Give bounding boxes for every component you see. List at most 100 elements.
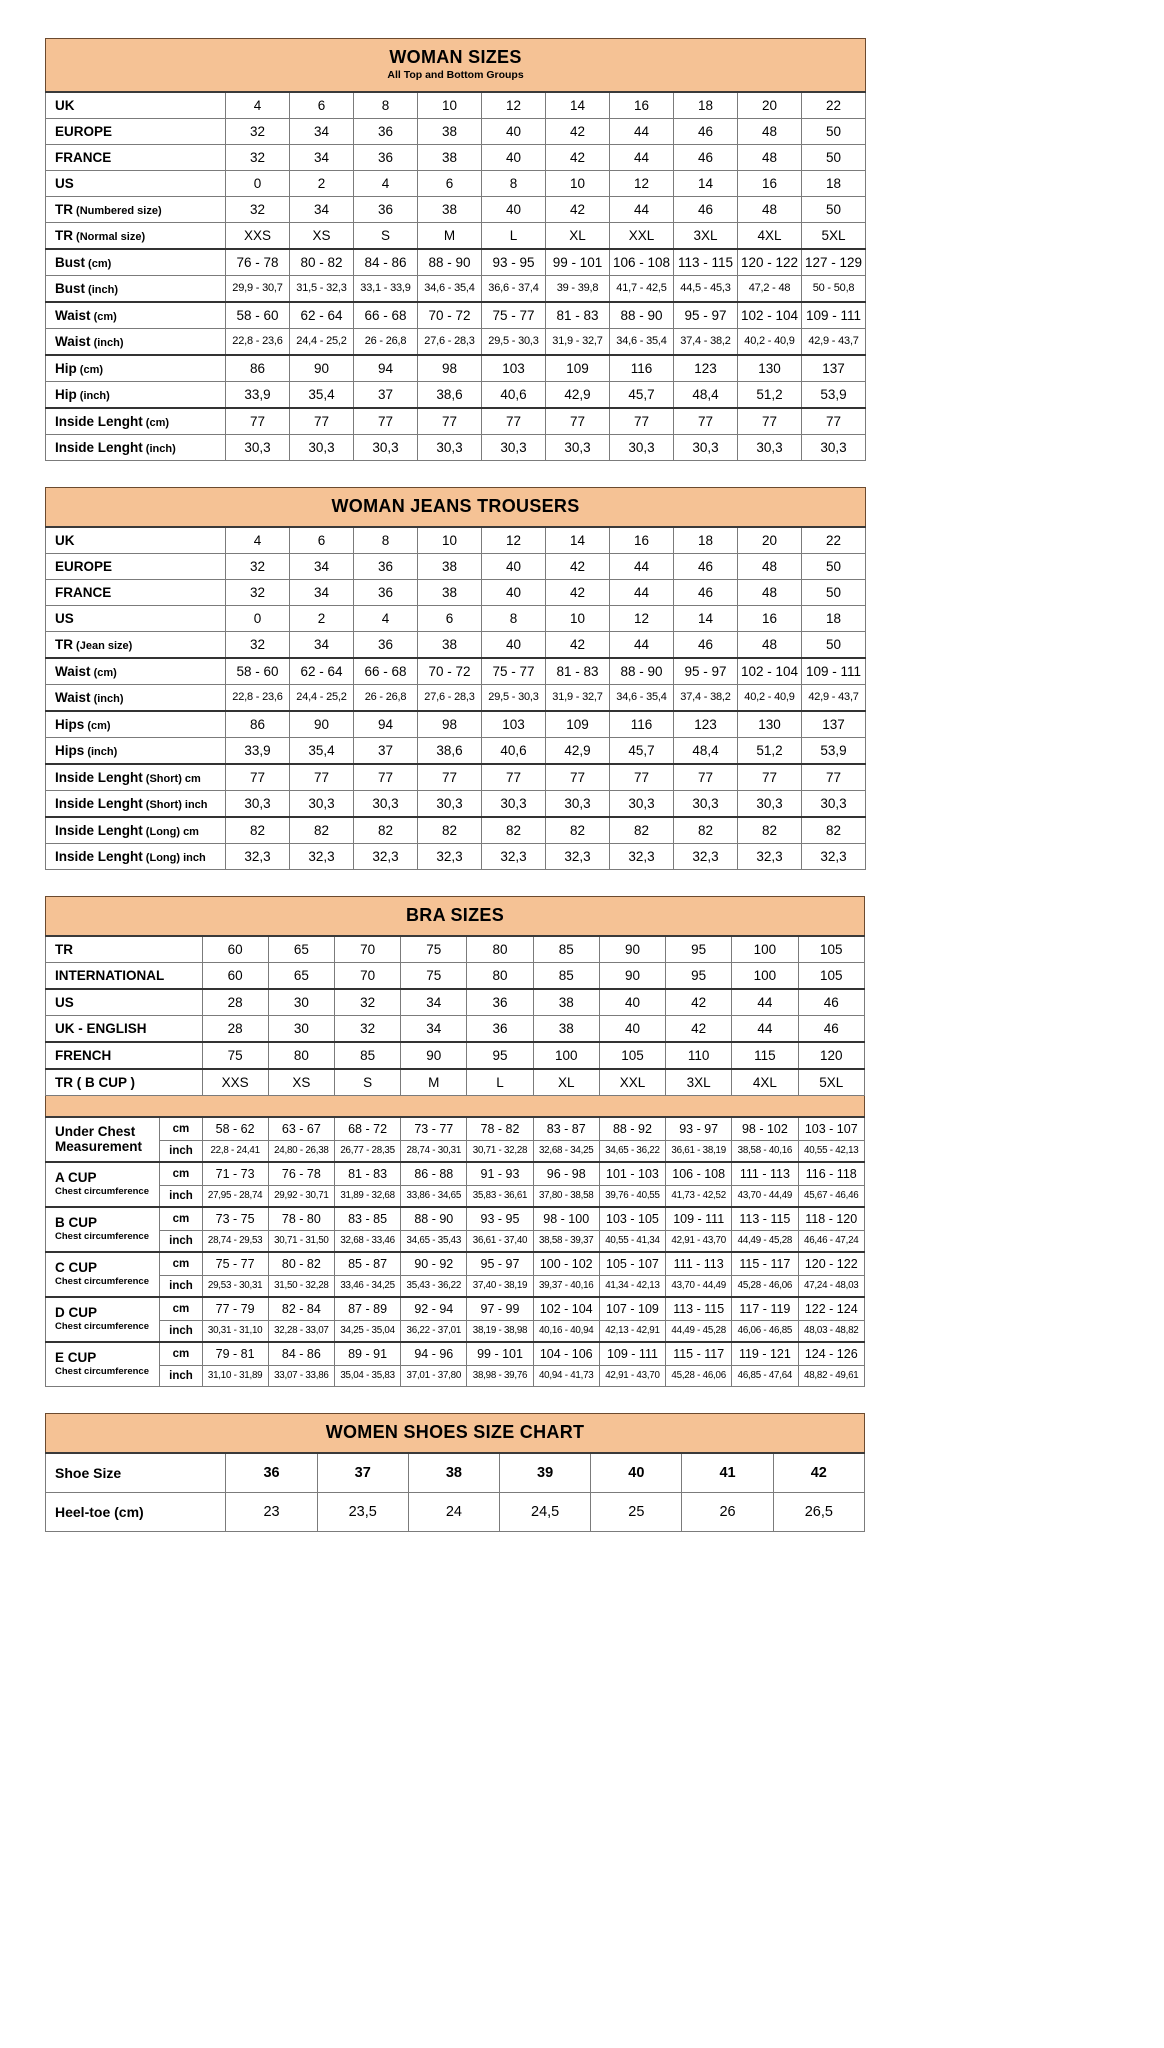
cell-value: 53,9: [800, 736, 867, 765]
cell-value: 77: [225, 406, 290, 435]
cell-value: 98: [417, 353, 482, 382]
cell-value: 30: [267, 1014, 335, 1043]
cell-value: 30,3: [481, 433, 546, 461]
cell-value: 99 - 101: [466, 1340, 534, 1366]
cell-value: 37,01 - 37,80: [400, 1364, 468, 1387]
cell-value: 77: [353, 406, 418, 435]
cell-value: 10: [545, 169, 610, 197]
cell-value: 4: [353, 169, 418, 197]
cell-value: 86: [225, 353, 290, 382]
row-label: Bust (inch): [45, 274, 226, 303]
cell-value: 45,28 - 46,06: [665, 1364, 733, 1387]
cell-value: 38,58 - 40,16: [731, 1139, 799, 1163]
row-label: Heel-toe (cm): [44, 1491, 227, 1532]
row-label: US: [45, 987, 203, 1016]
cell-value: 81 - 83: [545, 656, 610, 685]
cup-label: C CUP Chest circumference: [44, 1250, 161, 1298]
bra-sizes-banner: BRA SIZES: [45, 895, 865, 937]
table-row: INTERNATIONAL 60 65 70 75 80 85 90 95 100 105: [45, 961, 865, 990]
cell-value: 102 - 104: [737, 656, 802, 685]
cell-value: 30,3: [673, 789, 738, 818]
cell-value: 98 - 100: [532, 1205, 600, 1231]
cell-value: 103 - 105: [598, 1205, 667, 1231]
table-row: Bust (inch) 29,9 - 30,7 31,5 - 32,3 33,1 - …: [45, 274, 867, 303]
cell-value: 18: [800, 169, 867, 197]
cell-value: 85: [532, 934, 600, 963]
cell-value: 97 - 99: [466, 1295, 534, 1321]
cell-value: 34,65 - 35,43: [400, 1229, 468, 1253]
cell-value: 10: [417, 90, 482, 119]
row-label-note: (cm): [84, 719, 111, 732]
cell-value: 6: [417, 169, 482, 197]
cell-value: 104 - 106: [532, 1340, 600, 1366]
cell-value: 63 - 67: [267, 1115, 335, 1141]
row-label: Inside Lenght (Long) cm: [45, 815, 226, 844]
cell-value: 90: [289, 353, 354, 382]
cell-value: 27,6 - 28,3: [417, 683, 482, 712]
cell-value: 38,19 - 38,98: [466, 1319, 534, 1343]
cell-value: 77: [481, 406, 546, 435]
cell-value: 16: [609, 90, 674, 119]
row-label-note: (Normal size): [73, 230, 146, 243]
cell-value: 47,2 - 48: [737, 274, 802, 303]
cell-value: 93 - 97: [665, 1115, 733, 1141]
cell-value: 93 - 95: [466, 1205, 534, 1231]
cell-value: 90: [598, 961, 667, 990]
cell-value: 40,2 - 40,9: [737, 327, 802, 356]
cell-value: 107 - 109: [598, 1295, 667, 1321]
cell-value: 40: [598, 987, 667, 1016]
cell-value: 86 - 88: [400, 1160, 468, 1186]
cell-value: 32,68 - 33,46: [333, 1229, 402, 1253]
size-chart-page: WOMAN SIZES All Top and Bottom Groups UK…: [44, 37, 867, 1532]
cell-value: 94: [353, 353, 418, 382]
cell-value: 46: [673, 630, 738, 659]
cell-value: 50: [800, 552, 867, 580]
cell-value: 80: [466, 961, 534, 990]
cell-value: 80: [267, 1040, 335, 1070]
cell-value: 91 - 93: [466, 1160, 534, 1186]
cell-value: 4: [225, 525, 290, 554]
unit-cm: cm: [159, 1205, 203, 1231]
cell-value: 42,13 - 42,91: [598, 1319, 667, 1343]
cell-value: 31,50 - 32,28: [267, 1274, 335, 1298]
cell-value: 86: [225, 709, 290, 738]
cell-value: 46,06 - 46,85: [731, 1319, 799, 1343]
cell-value: 77: [417, 406, 482, 435]
cell-value: 30,3: [545, 789, 610, 818]
shoes-table: WOMEN SHOES SIZE CHART Shoe Size 36 37 38 39…: [44, 1412, 866, 1532]
cell-value: 77: [289, 406, 354, 435]
cell-value: 32,3: [417, 842, 482, 870]
cell-value: 60: [201, 961, 269, 990]
cell-value: 82 - 84: [267, 1295, 335, 1321]
cell-value: 29,92 - 30,71: [267, 1184, 335, 1208]
cell-value: 30,71 - 32,28: [466, 1139, 534, 1163]
cell-value: 48,82 - 49,61: [797, 1364, 865, 1387]
row-label-note: (inch): [85, 283, 118, 296]
cell-value: 24,4 - 25,2: [289, 327, 354, 356]
cell-value: 34: [289, 195, 354, 223]
cup-label: E CUP Chest circumference: [44, 1340, 161, 1387]
cell-value: 43,70 - 44,49: [731, 1184, 799, 1208]
cell-value: 41,7 - 42,5: [609, 274, 674, 303]
cell-value: 46: [673, 578, 738, 606]
cell-value: 35,4: [289, 736, 354, 765]
table-row: Inside Lenght (Long) inch 32,3 32,3 32,3 32,…: [45, 842, 867, 870]
row-label: Hip (cm): [45, 353, 226, 382]
cell-value: 36,6 - 37,4: [481, 274, 546, 303]
cup-label: B CUP Chest circumference: [44, 1205, 161, 1253]
cell-value: 5XL: [797, 1067, 865, 1096]
cell-value: 31,9 - 32,7: [545, 683, 610, 712]
unit-cm: cm: [159, 1295, 203, 1321]
cell-value: 109: [545, 353, 610, 382]
cell-value: 40: [590, 1452, 683, 1493]
table-row: TR (Normal size) XXS XS S M L XL XXL 3XL 4XL 5XL: [45, 221, 867, 250]
cell-value: 12: [481, 525, 546, 554]
cell-value: 109 - 111: [800, 300, 867, 329]
cell-value: 76 - 78: [267, 1160, 335, 1186]
cell-value: 30,3: [417, 789, 482, 818]
cell-value: 79 - 81: [201, 1340, 269, 1366]
cup-row-inch: inch 27,95 - 28,74 29,92 - 30,71 31,89 - 32…: [46, 1184, 865, 1208]
cell-value: 51,2: [737, 380, 802, 409]
cell-value: L: [481, 221, 546, 250]
cell-value: 34,65 - 36,22: [598, 1139, 667, 1163]
